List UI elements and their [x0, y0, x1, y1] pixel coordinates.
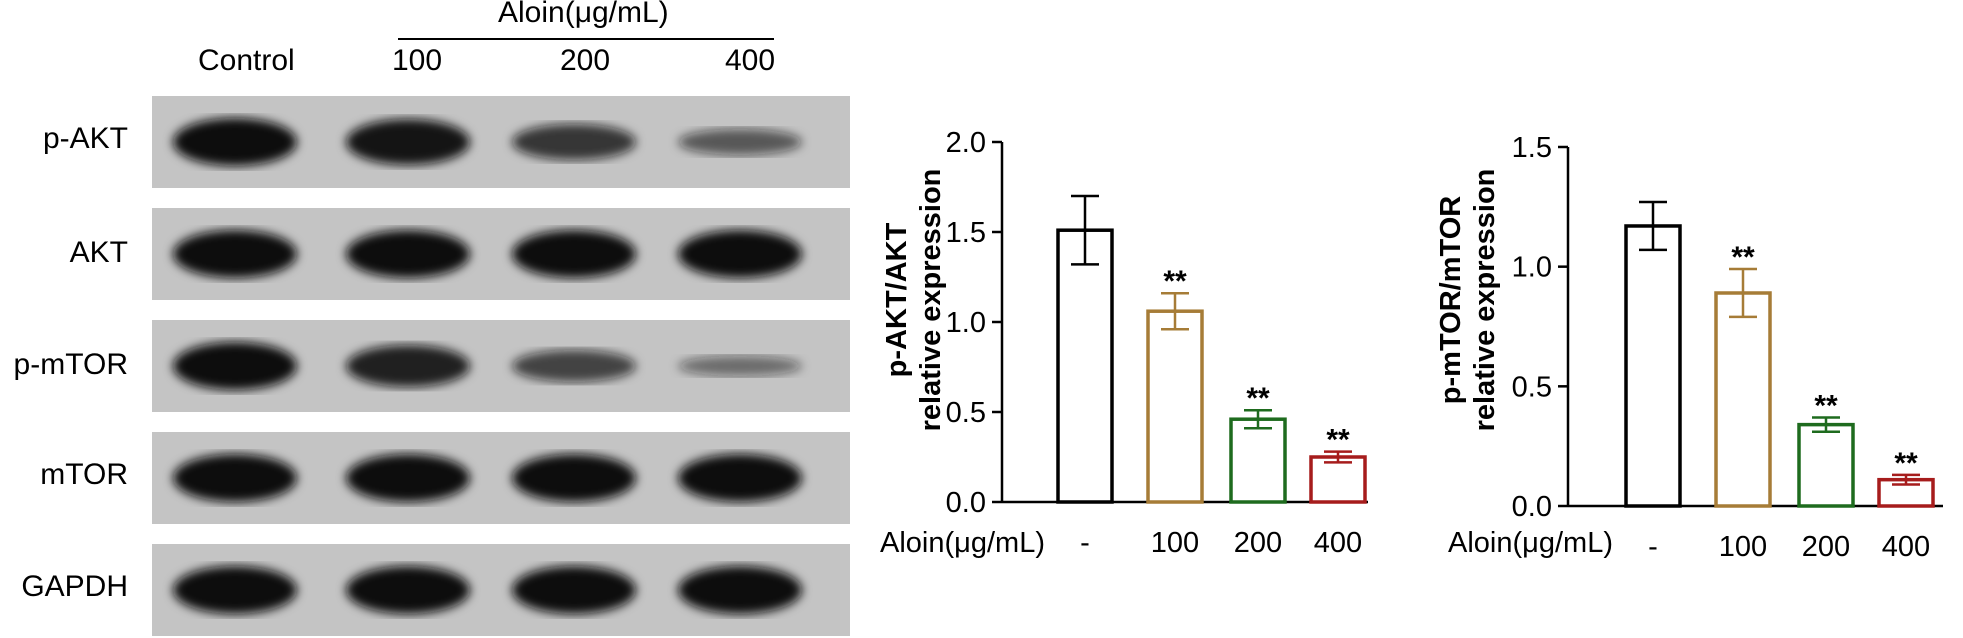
blot-band — [678, 454, 802, 502]
chart2-xlabel: Aloin(μg/mL) — [1448, 527, 1613, 559]
x-tick-label: 400 — [1882, 531, 1930, 563]
bar — [1056, 228, 1114, 504]
x-tick-label: - — [1080, 527, 1090, 559]
blot-band — [678, 566, 802, 614]
bar — [1797, 422, 1855, 508]
y-tick-label: 2.0 — [946, 127, 986, 159]
x-tick-label: 200 — [1802, 531, 1850, 563]
chart2-ylabel-line2: relative expression — [1469, 169, 1501, 432]
blot-band — [346, 119, 470, 165]
blot-band — [346, 230, 470, 278]
significance-label: ** — [1163, 265, 1187, 298]
bar — [1714, 291, 1772, 508]
blot-band — [173, 230, 297, 278]
y-tick-label: 1.0 — [946, 307, 986, 339]
blot-band — [512, 454, 636, 502]
significance-label: ** — [1731, 241, 1755, 274]
x-tick-label: 100 — [1719, 531, 1767, 563]
significance-label: ** — [1814, 389, 1838, 422]
y-tick-label: 0.0 — [946, 487, 986, 519]
y-tick-label: 1.5 — [1512, 132, 1552, 164]
x-tick-label: - — [1648, 531, 1658, 563]
chart1-xlabel: Aloin(μg/mL) — [880, 527, 1045, 559]
band-label-p-mtor: p-mTOR — [13, 348, 128, 381]
x-tick-label: 100 — [1151, 527, 1199, 559]
blot-band — [678, 129, 802, 155]
y-tick-label: 0.5 — [946, 397, 986, 429]
y-tick-label: 0.0 — [1512, 491, 1552, 523]
significance-label: ** — [1246, 382, 1270, 415]
chart2-ylabel-line1: p-mTOR/mTOR — [1435, 196, 1467, 404]
chart-p-mtor: p-mTOR/mTOR relative expression 0.0 0.5 1.… — [1435, 132, 1943, 563]
chart1-ylabel-line1: p-AKT/AKT — [881, 222, 913, 377]
blot-band — [173, 118, 297, 166]
lane-label-400: 400 — [725, 44, 776, 77]
blot-strip — [152, 432, 850, 524]
chart-p-akt: p-AKT/AKT relative expression 0.0 0.5 1.0 1… — [880, 127, 1368, 559]
blot-band — [512, 230, 636, 278]
y-tick-label: 1.0 — [1512, 252, 1552, 284]
bar — [1624, 224, 1682, 508]
y-tick-label: 0.5 — [1512, 371, 1552, 403]
blot-band — [512, 566, 636, 614]
lane-label-control: Control — [198, 44, 295, 77]
blot-band — [678, 356, 802, 376]
blot-band — [346, 566, 470, 614]
bar — [1229, 417, 1287, 504]
band-label-gapdh: GAPDH — [21, 570, 128, 603]
treatment-bracket-line — [398, 38, 774, 40]
blot-band — [173, 566, 297, 614]
bar — [1146, 309, 1204, 504]
treatment-label: Aloin(μg/mL) — [498, 0, 669, 29]
blot-band — [346, 345, 470, 387]
band-label-p-akt: p-AKT — [42, 122, 128, 155]
blot-band — [173, 454, 297, 502]
x-tick-label: 400 — [1314, 527, 1362, 559]
blot-strip — [152, 544, 850, 636]
band-label-akt: AKT — [69, 236, 128, 269]
blot-strip — [152, 96, 850, 188]
blot-strip — [152, 320, 850, 412]
x-tick-label: 200 — [1234, 527, 1282, 559]
blot-strip — [152, 208, 850, 300]
blot-band — [173, 342, 297, 390]
lane-label-200: 200 — [560, 44, 611, 77]
blot-band — [346, 454, 470, 502]
blot-band — [512, 350, 636, 382]
y-tick-label: 1.5 — [946, 217, 986, 249]
significance-label: ** — [1326, 424, 1350, 457]
lane-label-100: 100 — [392, 44, 443, 77]
band-label-mtor: mTOR — [40, 458, 128, 491]
blot-band — [678, 230, 802, 278]
chart1-ylabel-line2: relative expression — [915, 169, 947, 432]
significance-label: ** — [1894, 447, 1918, 480]
bar — [1309, 455, 1367, 504]
blot-band — [512, 124, 636, 160]
